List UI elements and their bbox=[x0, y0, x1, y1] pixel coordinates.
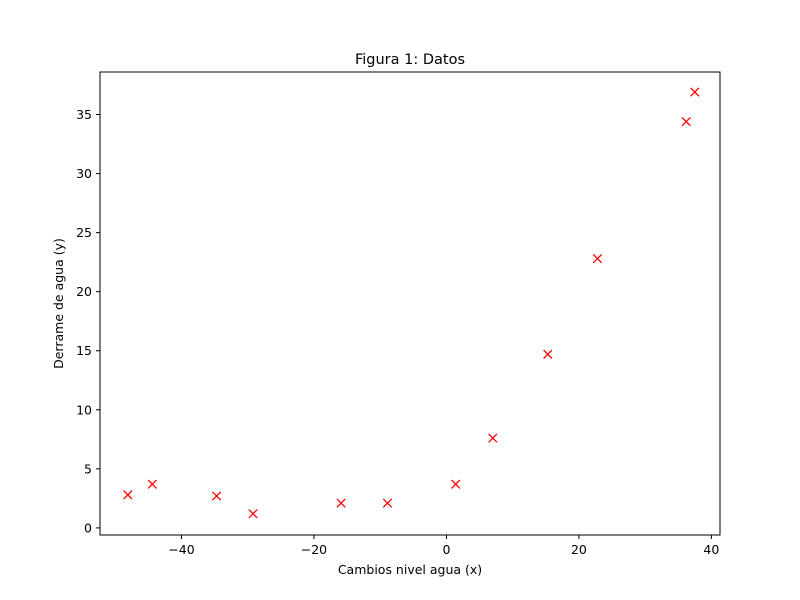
x-axis: −40 −20 0 20 40 bbox=[168, 535, 719, 557]
x-tick-label: −20 bbox=[301, 542, 327, 557]
y-tick-label: 30 bbox=[76, 166, 92, 181]
y-tick-label: 5 bbox=[84, 461, 92, 476]
x-tick-label: 20 bbox=[571, 542, 587, 557]
data-point-marker bbox=[451, 479, 461, 489]
y-tick-label: 35 bbox=[76, 107, 92, 122]
data-points bbox=[123, 87, 700, 519]
data-point-marker bbox=[147, 479, 157, 489]
y-axis-label: Derrame de agua (y) bbox=[51, 238, 66, 369]
y-tick-label: 25 bbox=[76, 225, 92, 240]
data-point-marker bbox=[211, 491, 222, 501]
y-tick-label: 0 bbox=[84, 520, 92, 535]
y-tick-label: 20 bbox=[76, 284, 92, 299]
y-tick-label: 15 bbox=[76, 343, 92, 358]
data-point-marker bbox=[690, 87, 700, 97]
data-point-marker bbox=[488, 433, 498, 443]
data-point-marker bbox=[382, 498, 393, 508]
x-tick-label: −40 bbox=[168, 542, 194, 557]
data-point-marker bbox=[123, 490, 133, 500]
x-tick-label: 40 bbox=[703, 542, 719, 557]
x-tick-label: 0 bbox=[442, 542, 450, 557]
data-point-marker bbox=[681, 116, 691, 127]
y-tick-label: 10 bbox=[76, 402, 92, 417]
y-axis: 0 5 10 15 20 25 30 35 bbox=[76, 107, 100, 535]
chart-title: Figura 1: Datos bbox=[355, 52, 465, 68]
data-point-marker bbox=[543, 349, 553, 359]
x-axis-label: Cambios nivel agua (x) bbox=[338, 562, 482, 577]
data-point-marker bbox=[248, 509, 258, 519]
data-point-marker bbox=[336, 498, 346, 508]
plot-frame bbox=[99, 71, 721, 536]
data-point-marker bbox=[592, 253, 603, 264]
